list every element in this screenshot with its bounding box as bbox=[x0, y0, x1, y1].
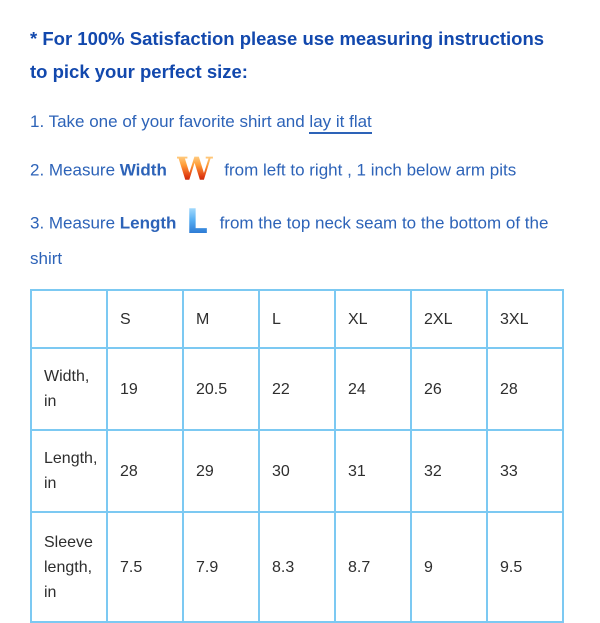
row-label-sleeve-length: Sleeve length, in bbox=[30, 511, 108, 623]
width-value-l: 22 bbox=[258, 347, 336, 431]
length-value-m: 29 bbox=[182, 429, 260, 513]
sleeve-value-2xl: 9 bbox=[410, 511, 488, 623]
corner-empty-cell bbox=[30, 289, 108, 349]
length-value-xl: 31 bbox=[334, 429, 412, 513]
sleeve-value-3xl: 9.5 bbox=[486, 511, 564, 623]
length-value-s: 28 bbox=[106, 429, 184, 513]
lay-it-flat-underlined-text: lay it flat bbox=[309, 112, 372, 134]
row-label-width: Width, in bbox=[30, 347, 108, 431]
width-value-3xl: 28 bbox=[486, 347, 564, 431]
width-value-2xl: 26 bbox=[410, 347, 488, 431]
step-2-keyword: Width bbox=[119, 160, 167, 180]
length-row: Length, in 28 29 30 31 32 33 bbox=[30, 429, 564, 513]
sleeve-value-l: 8.3 bbox=[258, 511, 336, 623]
length-value-3xl: 33 bbox=[486, 429, 564, 513]
heading-line-1: * For 100% Satisfaction please use measu… bbox=[30, 28, 545, 49]
step-2-pre-text: 2. Measure bbox=[30, 160, 116, 180]
step-3-post-text: from the top neck seam to the bottom of … bbox=[30, 213, 549, 268]
step-1-text: 1. Take one of your favorite shirt and bbox=[30, 112, 305, 131]
size-column-header-3xl: 3XL bbox=[486, 289, 564, 349]
width-value-xl: 24 bbox=[334, 347, 412, 431]
satisfaction-heading: * For 100% Satisfaction please use measu… bbox=[30, 22, 576, 88]
width-row: Width, in 19 20.5 22 24 26 28 bbox=[30, 347, 564, 431]
instruction-step-3: 3. Measure Length L from the top neck se… bbox=[30, 205, 576, 274]
width-letter-icon: W bbox=[176, 150, 213, 188]
length-value-2xl: 32 bbox=[410, 429, 488, 513]
step-3-keyword: Length bbox=[119, 213, 177, 233]
length-value-l: 30 bbox=[258, 429, 336, 513]
sleeve-length-row: Sleeve length, in 7.5 7.9 8.3 8.7 9 9.5 bbox=[30, 511, 564, 623]
step-3-pre-text: 3. Measure bbox=[30, 213, 116, 233]
instruction-step-2: 2. Measure Width W from left to right , … bbox=[30, 152, 576, 190]
width-value-s: 19 bbox=[106, 347, 184, 431]
size-column-header-m: M bbox=[182, 289, 260, 349]
step-2-post-text: from left to right , 1 inch below arm pi… bbox=[224, 160, 517, 180]
sleeve-value-s: 7.5 bbox=[106, 511, 184, 623]
size-column-header-s: S bbox=[106, 289, 184, 349]
row-label-length: Length, in bbox=[30, 429, 108, 513]
heading-line-2: to pick your perfect size: bbox=[30, 61, 248, 82]
width-value-m: 20.5 bbox=[182, 347, 260, 431]
instruction-step-1: 1. Take one of your favorite shirt and l… bbox=[30, 106, 576, 137]
sleeve-value-m: 7.9 bbox=[182, 511, 260, 623]
size-header-row: S M L XL 2XL 3XL bbox=[30, 289, 564, 349]
size-column-header-xl: XL bbox=[334, 289, 412, 349]
sleeve-value-xl: 8.7 bbox=[334, 511, 412, 623]
size-column-header-l: L bbox=[258, 289, 336, 349]
size-chart-table: S M L XL 2XL 3XL Width, in 19 20.5 22 24… bbox=[30, 289, 564, 623]
size-column-header-2xl: 2XL bbox=[410, 289, 488, 349]
length-letter-icon: L bbox=[186, 202, 208, 242]
